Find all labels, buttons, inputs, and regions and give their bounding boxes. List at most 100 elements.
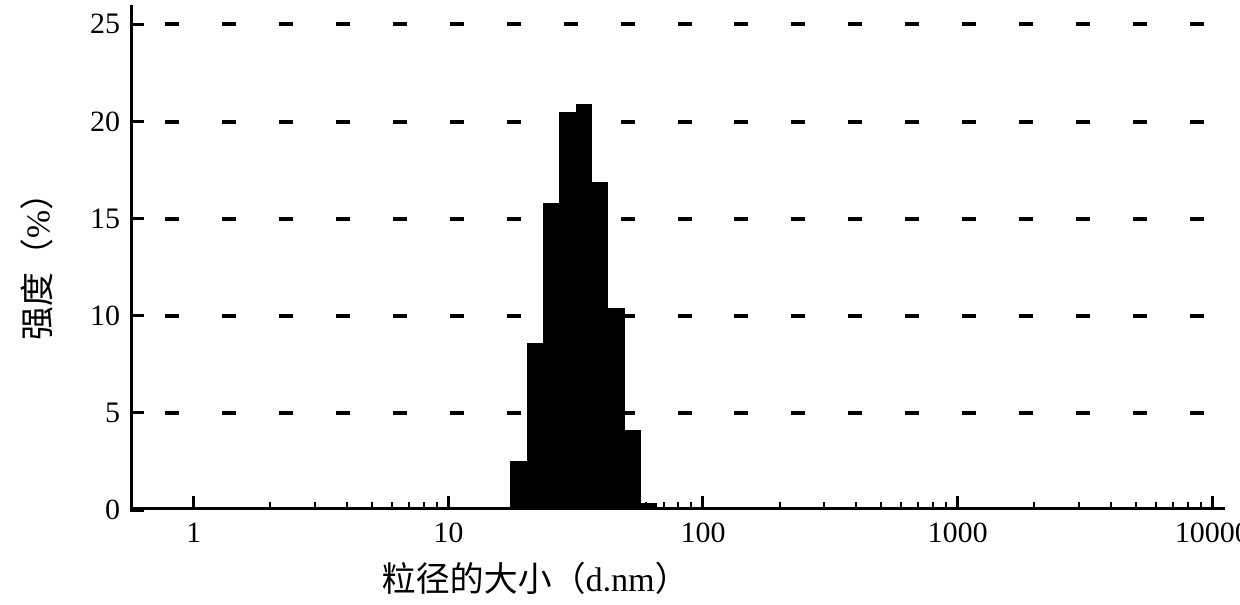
- grid-dash: [1076, 22, 1090, 26]
- grid-dash: [791, 22, 805, 26]
- y-tick: [130, 217, 144, 220]
- x-minor-tick: [1135, 502, 1137, 510]
- grid-dash: [848, 120, 862, 124]
- grid-dash: [905, 120, 919, 124]
- grid-dash: [165, 120, 179, 124]
- grid-dash: [848, 217, 862, 221]
- y-tick: [130, 411, 144, 414]
- grid-dash: [962, 217, 976, 221]
- grid-dash: [962, 22, 976, 26]
- grid-dash: [678, 314, 692, 318]
- x-minor-tick: [314, 502, 316, 510]
- grid-dash: [962, 314, 976, 318]
- histogram-bar: [543, 203, 560, 507]
- grid-dash: [1133, 411, 1147, 415]
- grid-dash: [791, 120, 805, 124]
- grid-dash: [279, 411, 293, 415]
- grid-dash: [165, 217, 179, 221]
- x-minor-tick: [917, 502, 919, 510]
- x-minor-tick: [823, 502, 825, 510]
- y-tick-label: 25: [70, 7, 120, 41]
- grid-dash: [450, 217, 464, 221]
- grid-dash: [450, 120, 464, 124]
- grid-dash: [848, 411, 862, 415]
- x-minor-tick: [423, 502, 425, 510]
- grid-dash: [450, 411, 464, 415]
- plot-area: [130, 5, 1225, 510]
- grid-dash: [905, 411, 919, 415]
- grid-dash: [165, 22, 179, 26]
- grid-dash: [791, 411, 805, 415]
- grid-dash: [678, 22, 692, 26]
- x-major-tick: [1211, 496, 1214, 510]
- x-minor-tick: [1172, 502, 1174, 510]
- x-major-tick: [447, 496, 450, 510]
- x-axis-title: 粒径的大小（d.nm）: [382, 552, 689, 601]
- x-tick-label: 100: [680, 516, 725, 550]
- grid-dash: [1076, 120, 1090, 124]
- grid-dash: [621, 120, 635, 124]
- grid-dash: [279, 22, 293, 26]
- grid-dash: [734, 120, 748, 124]
- y-tick-label: 5: [70, 396, 120, 430]
- grid-dash: [393, 120, 407, 124]
- x-minor-tick: [269, 502, 271, 510]
- grid-dash: [393, 22, 407, 26]
- x-minor-tick: [932, 502, 934, 510]
- grid-dash: [734, 217, 748, 221]
- histogram-bar: [527, 343, 543, 507]
- grid-dash: [222, 411, 236, 415]
- histogram-bar: [576, 104, 593, 507]
- x-minor-tick: [1200, 502, 1202, 510]
- grid-dash: [905, 314, 919, 318]
- x-tick-label: 10000: [1175, 516, 1240, 550]
- x-minor-tick: [779, 502, 781, 510]
- grid-dash: [336, 120, 350, 124]
- histogram-bar: [510, 461, 526, 507]
- grid-dash: [678, 411, 692, 415]
- histogram-bar: [641, 503, 657, 507]
- x-minor-tick: [900, 502, 902, 510]
- grid-dash: [962, 411, 976, 415]
- x-minor-tick: [677, 502, 679, 510]
- histogram-bar: [592, 182, 608, 507]
- grid-dash: [336, 22, 350, 26]
- grid-dash: [564, 22, 578, 26]
- x-minor-tick: [1110, 502, 1112, 510]
- grid-dash: [1019, 120, 1033, 124]
- particle-size-histogram: 强度（%） 粒径的大小（d.nm） 0510152025110100100010…: [0, 0, 1240, 605]
- grid-dash: [1133, 120, 1147, 124]
- grid-dash: [393, 314, 407, 318]
- grid-dash: [222, 314, 236, 318]
- grid-dash: [1019, 314, 1033, 318]
- x-minor-tick: [436, 502, 438, 510]
- grid-dash: [905, 22, 919, 26]
- grid-dash: [1133, 22, 1147, 26]
- grid-dash: [621, 22, 635, 26]
- grid-dash: [393, 411, 407, 415]
- grid-dash: [1190, 217, 1204, 221]
- grid-dash: [905, 217, 919, 221]
- grid-dash: [848, 22, 862, 26]
- grid-dash: [1190, 120, 1204, 124]
- y-axis-line: [130, 5, 133, 510]
- histogram-bar: [625, 430, 641, 507]
- y-tick: [130, 509, 144, 512]
- grid-dash: [1076, 411, 1090, 415]
- grid-dash: [507, 217, 521, 221]
- x-minor-tick: [1187, 502, 1189, 510]
- grid-dash: [279, 217, 293, 221]
- x-minor-tick: [1078, 502, 1080, 510]
- y-axis-title: 强度（%）: [11, 175, 60, 339]
- grid-dash: [507, 120, 521, 124]
- grid-dash: [734, 22, 748, 26]
- grid-dash: [165, 411, 179, 415]
- grid-dash: [678, 120, 692, 124]
- y-tick-label: 20: [70, 105, 120, 139]
- grid-dash: [678, 217, 692, 221]
- grid-dash: [393, 217, 407, 221]
- grid-dash: [450, 314, 464, 318]
- grid-dash: [962, 120, 976, 124]
- grid-dash: [1019, 22, 1033, 26]
- grid-dash: [734, 314, 748, 318]
